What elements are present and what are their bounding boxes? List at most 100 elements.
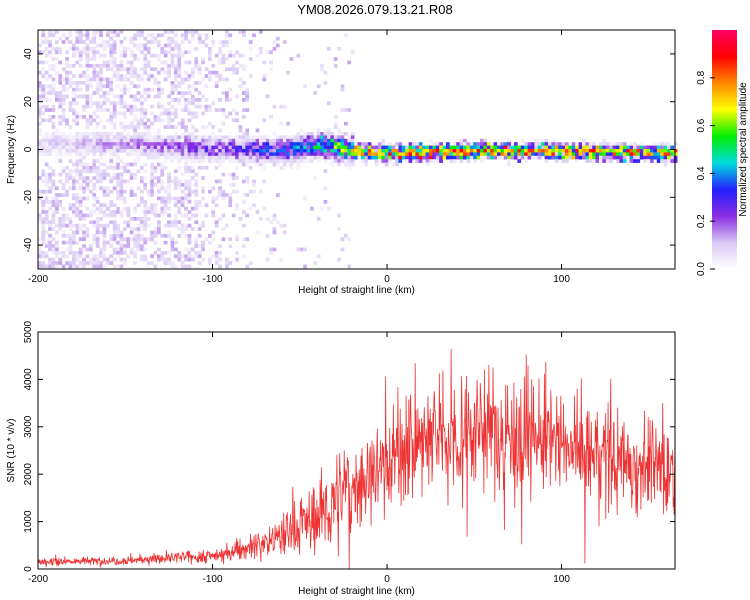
spectrogram-cell <box>398 155 403 160</box>
spectrogram-cell <box>65 193 69 197</box>
spectrogram-cell <box>146 47 151 51</box>
spectrogram-cell <box>626 162 630 167</box>
spectrogram-cell <box>163 145 168 150</box>
spectrogram-cell <box>153 53 158 58</box>
spectrogram-cell <box>211 70 216 75</box>
spectrogram-cell <box>180 254 185 259</box>
spectrogram-cell <box>133 70 137 75</box>
spectrogram-cell <box>41 118 46 123</box>
spectrogram-cell <box>65 36 69 41</box>
spectrogram-cell <box>92 149 97 153</box>
spectrogram-cell <box>378 142 382 146</box>
spectrogram-cell <box>72 138 76 143</box>
spectrogram-cell <box>65 94 69 99</box>
spectrogram-cell <box>143 91 148 95</box>
spectrogram-cell <box>65 254 69 259</box>
spectrogram-cell <box>82 132 86 136</box>
spectrogram-cell <box>272 152 277 157</box>
spectrogram-cell <box>194 172 199 177</box>
spectrogram-cell <box>214 179 219 184</box>
spectrogram-cell <box>68 104 73 109</box>
spectrogram-cell <box>340 237 345 242</box>
spectrogram-cell <box>588 145 593 150</box>
spectrogram-cell <box>214 254 219 259</box>
spectrogram-cell <box>167 43 171 48</box>
spectrogram-cell <box>150 145 154 150</box>
spectrogram-cell <box>85 50 90 55</box>
spectrogram-cell <box>639 145 644 150</box>
spectrogram-cell <box>41 220 46 225</box>
spectrogram-cell <box>68 237 73 242</box>
spectrogram-cell <box>61 118 66 123</box>
spectrogram-cell <box>490 145 494 150</box>
spectrogram-cell <box>208 240 212 245</box>
spectrogram-cell <box>245 179 250 184</box>
spectrogram-cell <box>568 149 573 153</box>
colorbar-tick-label: 0.4 <box>696 166 707 180</box>
spectrogram-cell <box>303 135 307 140</box>
spectrogram-cell <box>140 166 144 170</box>
spectrogram-cell <box>129 40 134 44</box>
spectrogram-cell <box>95 240 100 245</box>
spectrogram-cell <box>418 159 423 163</box>
spectrogram-cell <box>187 251 192 255</box>
spectrogram-cell <box>187 217 192 221</box>
spectrogram-cell <box>48 84 52 89</box>
spectrogram-cell <box>82 81 86 85</box>
spectrogram-cell <box>265 149 270 153</box>
spectrogram-cell <box>116 94 120 99</box>
spectrogram-cell <box>235 203 239 208</box>
spectrogram-cell <box>490 142 494 146</box>
spectrogram-cell <box>286 145 290 150</box>
spectrogram-cell <box>119 264 124 269</box>
spectrogram-cell <box>248 159 253 163</box>
spectrogram-cell <box>82 244 86 248</box>
spectrogram-cell <box>310 135 314 140</box>
spectrogram-cell <box>170 244 175 248</box>
spectrogram-cell <box>201 135 205 140</box>
spectrogram-cell <box>150 237 154 242</box>
spectrogram-cell <box>58 155 63 160</box>
spectrogram-cell <box>347 152 352 157</box>
spectrogram-cell <box>242 108 246 112</box>
spectrogram-cell <box>61 40 66 44</box>
spectrogram-cell <box>133 74 137 78</box>
spectrogram-cell <box>231 145 236 150</box>
spectrogram-cell <box>174 176 178 180</box>
spectrogram-cell <box>51 237 56 242</box>
spectrogram-cell <box>262 149 267 153</box>
spectrogram-cell <box>221 43 226 48</box>
spectrogram-cell <box>184 33 188 38</box>
spectrogram-cell <box>82 257 86 262</box>
spectrogram-cell <box>112 125 117 129</box>
spectrogram-cell <box>116 254 120 259</box>
spectrogram-cell <box>194 149 199 153</box>
spectrogram-cell <box>160 50 165 55</box>
spectrogram-cell <box>391 149 396 153</box>
spectrogram-cell <box>106 138 110 143</box>
spectrogram-cell <box>537 155 542 160</box>
spectrogram-cell <box>72 108 76 112</box>
spectrogram-cell <box>109 121 114 126</box>
spectrogram-cell <box>61 186 66 191</box>
spectrogram-cell <box>38 43 42 48</box>
spectrogram-cell <box>126 60 131 65</box>
spectrogram-cell <box>507 159 511 163</box>
spectrogram-cell <box>89 220 93 225</box>
spectrogram-cell <box>112 132 117 136</box>
spectrogram-cell <box>61 145 66 150</box>
spectrogram-cell <box>235 155 239 160</box>
spectrogram-cell <box>153 155 158 160</box>
spectrogram-cell <box>58 193 63 197</box>
spectrogram-cell <box>48 30 52 34</box>
spectrogram-cell <box>95 77 100 82</box>
spectrogram-cell <box>191 213 195 218</box>
spectrogram-cell <box>554 155 559 160</box>
spectrogram-cell <box>85 84 90 89</box>
spectrogram-cell <box>194 135 199 140</box>
spectrogram-cell <box>520 149 525 153</box>
spectrogram-cell <box>143 237 148 242</box>
spectrogram-cell <box>405 149 409 153</box>
spectrogram-cell <box>78 64 83 68</box>
spectrogram-cell <box>92 220 97 225</box>
